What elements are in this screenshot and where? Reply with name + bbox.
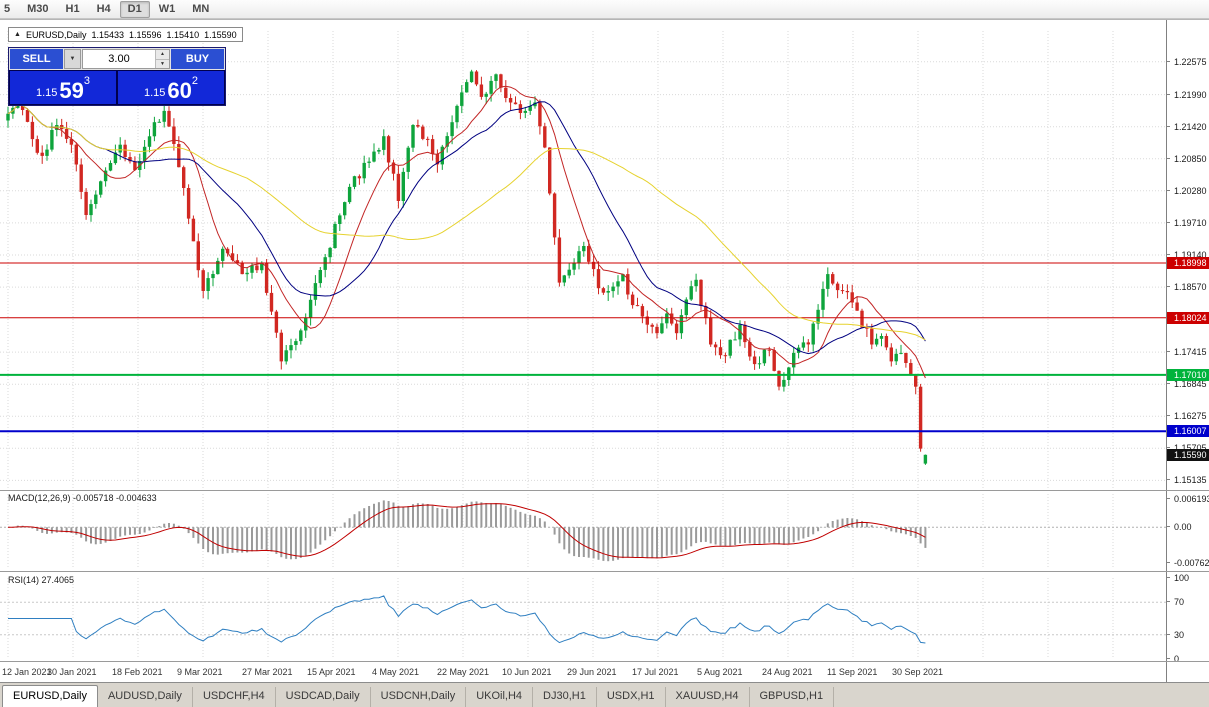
sell-price-sup: 3 — [83, 75, 91, 87]
macd-indicator-label: MACD(12,26,9) -0.005718 -0.004633 — [8, 493, 157, 503]
date-axis-label: 29 Jun 2021 — [567, 667, 617, 677]
timeframe-m5[interactable]: 5 — [4, 2, 11, 15]
price-axis-label: 1.19710 — [1167, 217, 1209, 229]
price-axis[interactable]: 1.22575 1.21990 1.21420 1.20850 1.20280 1.197… — [1166, 20, 1209, 683]
panel-separator — [0, 571, 1209, 572]
date-axis-label: 30 Jan 2021 — [47, 667, 97, 677]
timeframe-w1[interactable]: W1 — [158, 2, 176, 15]
ohlc-close: 1.15590 — [204, 29, 237, 40]
price-axis-label: 0.00 — [1167, 521, 1209, 533]
date-axis-label: 9 Mar 2021 — [177, 667, 223, 677]
tab-usdcad-daily[interactable]: USDCAD,Daily — [276, 687, 371, 707]
volume-input[interactable]: 3.00 ▲ ▼ — [82, 49, 170, 69]
price-axis-label: 70 — [1167, 596, 1209, 608]
price-axis-label: 100 — [1167, 572, 1209, 584]
date-axis-label: 12 Jan 2021 — [2, 667, 52, 677]
panel-separator — [0, 661, 1209, 662]
date-axis-label: 27 Mar 2021 — [242, 667, 293, 677]
panel-separator — [0, 490, 1209, 491]
tab-usdcnh-daily[interactable]: USDCNH,Daily — [371, 687, 467, 707]
chevron-down-icon: ▼ — [69, 56, 76, 62]
price-axis-label: 1.15135 — [1167, 474, 1209, 486]
ohlc-high: 1.15596 — [129, 29, 162, 40]
price-axis-label: 0 — [1167, 653, 1209, 665]
price-axis-label: 1.17415 — [1167, 346, 1209, 358]
date-axis-label: 15 Apr 2021 — [307, 667, 356, 677]
date-axis-label: 4 May 2021 — [372, 667, 420, 677]
sell-price-prefix: 1.15 — [35, 87, 58, 99]
volume-value: 3.00 — [108, 53, 130, 65]
date-axis-label: 5 Aug 2021 — [697, 667, 743, 677]
chart-symbol-label: EURUSD,Daily — [25, 29, 87, 40]
price-axis-label: 0.006193 — [1167, 493, 1209, 505]
sell-price-big: 59 — [59, 78, 84, 103]
spin-up-icon[interactable]: ▲ — [156, 50, 169, 59]
price-axis-label: 1.20280 — [1167, 185, 1209, 197]
price-axis-label: 1.20850 — [1167, 153, 1209, 165]
trade-prices-row: 1.15 59 3 1.15 60 2 — [9, 70, 225, 105]
price-axis-label: 30 — [1167, 629, 1209, 641]
chart-tab-bar: EURUSD,Daily AUDUSD,Daily USDCHF,H4 USDC… — [0, 682, 1209, 707]
date-axis-label: 30 Sep 2021 — [892, 667, 944, 677]
price-axis-label: 1.16275 — [1167, 410, 1209, 422]
date-axis-label: 22 May 2021 — [437, 667, 490, 677]
one-click-trading-panel: SELL ▼ 3.00 ▲ ▼ BUY 1.15 59 3 — [8, 47, 226, 106]
ohlc-low: 1.15410 — [166, 29, 200, 40]
date-axis-label: 17 Jul 2021 — [632, 667, 679, 677]
tab-eurusd-daily[interactable]: EURUSD,Daily — [2, 685, 98, 707]
tab-ukoil-h4[interactable]: UKOil,H4 — [466, 687, 534, 707]
buy-price-box[interactable]: 1.15 60 2 — [118, 71, 224, 104]
tab-gbpusd-h1[interactable]: GBPUSD,H1 — [750, 687, 835, 707]
price-axis-label: 1.21990 — [1167, 89, 1209, 101]
price-level-badge: 1.17010 — [1167, 369, 1209, 381]
price-level-badge: 1.18998 — [1167, 257, 1209, 269]
timeframe-m30[interactable]: M30 — [27, 2, 49, 15]
tab-xauusd-h4[interactable]: XAUUSD,H4 — [666, 687, 750, 707]
tab-dj30-h1[interactable]: DJ30,H1 — [533, 687, 597, 707]
timeframe-d1[interactable]: D1 — [119, 0, 150, 18]
trade-controls-row: SELL ▼ 3.00 ▲ ▼ BUY — [9, 48, 225, 70]
sell-button[interactable]: SELL — [10, 49, 63, 69]
date-axis-label: 10 Jun 2021 — [502, 667, 552, 677]
price-axis-label: -0.00762 — [1167, 557, 1209, 569]
volume-stepper[interactable]: ▲ ▼ — [155, 50, 169, 68]
rsi-indicator-label: RSI(14) 27.4065 — [8, 575, 75, 585]
chart-collapse-icon[interactable]: ▲ — [14, 31, 21, 38]
date-axis-label: 24 Aug 2021 — [762, 667, 813, 677]
ohlc-open: 1.15433 — [91, 29, 124, 40]
tab-audusd-daily[interactable]: AUDUSD,Daily — [98, 687, 193, 707]
buy-price-prefix: 1.15 — [143, 87, 166, 99]
chart-window: 1.22575 1.21990 1.21420 1.20850 1.20280 1.197… — [0, 19, 1209, 683]
buy-price-big: 60 — [167, 78, 192, 103]
tab-usdchf-h4[interactable]: USDCHF,H4 — [193, 687, 276, 707]
tab-usdx-h1[interactable]: USDX,H1 — [597, 687, 666, 707]
date-axis-label: 11 Sep 2021 — [827, 667, 878, 677]
timeframe-mn[interactable]: MN — [192, 2, 210, 15]
timeframe-h1[interactable]: H1 — [65, 2, 80, 15]
timeframe-h4[interactable]: H4 — [96, 2, 111, 15]
price-chart-canvas[interactable] — [0, 20, 1166, 683]
buy-price-sup: 2 — [191, 75, 199, 87]
price-axis-label: 1.19140 — [1167, 249, 1209, 261]
chart-title-bar: ▲ EURUSD,Daily 1.15433 1.15596 1.15410 1… — [8, 27, 243, 42]
price-level-badge: 1.15590 — [1167, 449, 1209, 461]
volume-dropdown-button[interactable]: ▼ — [64, 49, 81, 69]
price-level-badge: 1.18024 — [1167, 312, 1209, 324]
price-axis-label: 1.22575 — [1167, 56, 1209, 68]
spin-down-icon[interactable]: ▼ — [156, 58, 169, 68]
price-axis-label: 1.16845 — [1167, 378, 1209, 390]
price-axis-label: 1.18570 — [1167, 281, 1209, 293]
date-axis-label: 18 Feb 2021 — [112, 667, 163, 677]
timeframe-toolbar: 5 M30 H1 H4 D1 W1 MN — [0, 0, 1209, 19]
price-level-badge: 1.16007 — [1167, 425, 1209, 437]
sell-price-box[interactable]: 1.15 59 3 — [10, 71, 116, 104]
price-axis-label: 1.21420 — [1167, 121, 1209, 133]
price-axis-label: 1.15705 — [1167, 442, 1209, 454]
time-axis[interactable]: 12 Jan 2021 30 Jan 2021 18 Feb 2021 9 Mar 2… — [0, 662, 1166, 683]
buy-button[interactable]: BUY — [171, 49, 224, 69]
